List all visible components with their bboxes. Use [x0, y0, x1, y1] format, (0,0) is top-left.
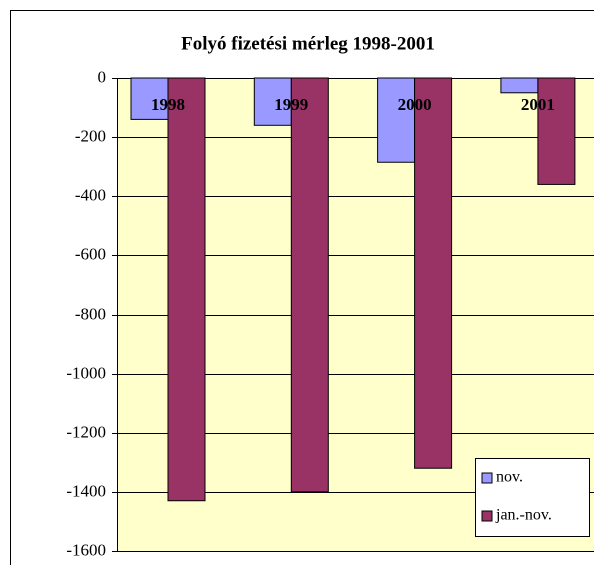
- y-tick-label: -600: [75, 244, 106, 263]
- chart-title: Folyó fizetési mérleg 1998-2001: [181, 33, 435, 54]
- legend: nov. jan.-nov.: [475, 458, 590, 537]
- bar: [130, 77, 169, 120]
- y-tick-label: -200: [75, 126, 106, 145]
- x-tick-label: 2000: [398, 95, 432, 114]
- legend-label: jan.-nov.: [495, 507, 552, 524]
- y-tick-label: -800: [75, 304, 106, 323]
- y-tick-label: -1200: [66, 422, 106, 441]
- y-tick-label: 0: [98, 67, 107, 86]
- x-tick-label: 2001: [521, 95, 555, 114]
- legend-label: nov.: [496, 469, 523, 486]
- bar: [537, 77, 576, 185]
- bar: [253, 77, 292, 126]
- x-tick-label: 1999: [274, 95, 308, 114]
- legend-box: [475, 458, 590, 537]
- bar: [167, 77, 206, 502]
- bars: [130, 77, 576, 502]
- legend-swatch: [481, 510, 493, 522]
- bar: [500, 77, 539, 94]
- y-tick-label: -400: [75, 185, 106, 204]
- x-tick-label: 1998: [151, 95, 185, 114]
- legend-swatch: [481, 472, 493, 484]
- labels: 0 -200 -400 -600 -800 -1000 -1200 -1400 -1600 199…: [66, 67, 555, 559]
- bar: [414, 77, 453, 469]
- y-tick-label: -1600: [66, 540, 106, 559]
- y-tick-label: -1400: [66, 481, 106, 500]
- y-tick-label: -1000: [66, 363, 106, 382]
- bar: [377, 77, 416, 163]
- bar: [290, 77, 329, 493]
